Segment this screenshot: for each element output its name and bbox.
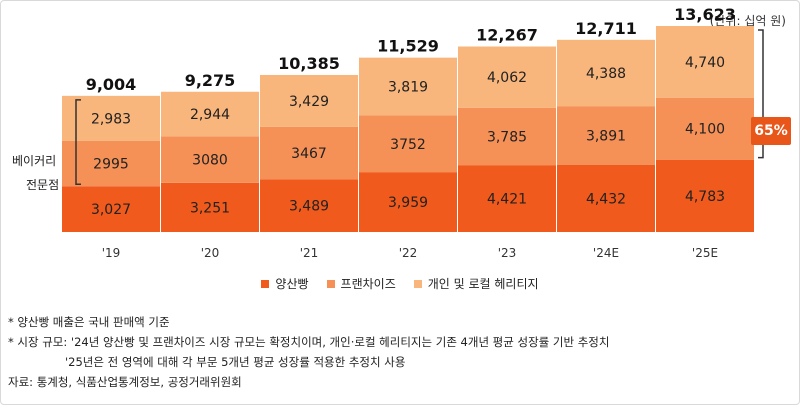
data-label-franchise: 4,100: [685, 122, 725, 138]
total-label: 9,004: [86, 75, 137, 94]
bar-franchise: [260, 126, 358, 180]
share-bracket: [758, 29, 764, 159]
bar-franchise: [557, 106, 655, 165]
data-label-franchise: 3,785: [487, 130, 527, 146]
data-label-franchise: 3080: [192, 153, 228, 169]
legend-swatch-indie: [413, 279, 422, 288]
x-tick-label: '19: [102, 246, 121, 260]
data-label-franchise: 2995: [93, 157, 129, 173]
data-label-franchise: 3467: [291, 146, 327, 162]
data-label-mass: 4,421: [487, 192, 527, 208]
bar-franchise: [161, 136, 259, 183]
data-label-mass: 3,959: [388, 195, 428, 211]
bar-indie: [359, 57, 457, 116]
x-tick-label: '21: [300, 246, 319, 260]
bar-franchise: [359, 115, 457, 173]
data-label-indie: 4,740: [685, 55, 725, 71]
bar-mass: [557, 164, 655, 232]
legend-swatch-franchise: [326, 279, 335, 288]
footnotes: * 양산빵 매출은 국내 판매액 기준 * 시장 규모: '24년 양산빵 및 …: [8, 312, 609, 392]
data-label-indie: 3,819: [388, 80, 428, 96]
total-label: 10,385: [278, 54, 340, 73]
bar-mass: [161, 182, 259, 232]
footnote-1: * 양산빵 매출은 국내 판매액 기준: [8, 315, 170, 329]
x-tick-label: '22: [399, 246, 418, 260]
bar-mass: [458, 165, 556, 232]
bar-mass: [62, 186, 160, 232]
x-tick-label: '24E: [593, 246, 619, 260]
data-label-indie: 3,429: [289, 94, 329, 110]
legend-swatch-mass: [261, 279, 270, 288]
bracket-label-line1: 베이커리: [12, 154, 57, 168]
legend-label-indie: 개인 및 로컬 헤리티지: [427, 277, 539, 291]
bar-franchise: [62, 140, 160, 187]
bar-mass: [260, 179, 358, 232]
legend-item-indie: 개인 및 로컬 헤리티지: [413, 275, 539, 292]
data-label-mass: 3,251: [190, 200, 230, 216]
footnote-3: '25년은 전 영역에 대해 각 부문 5개년 평균 성장률 적용한 추정치 사…: [65, 355, 406, 369]
data-label-franchise: 3,891: [586, 129, 626, 145]
data-label-mass: 3,027: [91, 202, 131, 218]
total-label: 12,267: [476, 26, 538, 45]
data-label-indie: 4,388: [586, 66, 626, 82]
total-label: 12,711: [575, 19, 637, 38]
total-label: 11,529: [377, 37, 439, 56]
source-note: 자료: 통계청, 식품산업통계정보, 공정거래위원회: [8, 375, 242, 389]
bar-indie: [458, 46, 556, 108]
bar-franchise: [458, 107, 556, 166]
bracket-label-line2: 전문점: [26, 178, 60, 192]
x-tick-label: '23: [498, 246, 517, 260]
x-tick-label: '20: [201, 246, 220, 260]
total-label: 9,275: [185, 71, 236, 90]
total-label: 13,623: [674, 5, 736, 24]
bar-mass: [359, 172, 457, 232]
unit-label: (단위: 십억 원): [709, 14, 786, 28]
share-badge: 65%: [751, 117, 791, 145]
bar-indie: [557, 39, 655, 107]
data-label-indie: 4,062: [487, 70, 527, 86]
data-label-indie: 2,983: [91, 111, 131, 127]
data-label-indie: 2,944: [190, 107, 230, 123]
legend-label-franchise: 프랜차이즈: [340, 277, 396, 291]
bakery-bracket: [75, 99, 81, 185]
bar-indie: [161, 91, 259, 137]
data-label-franchise: 3752: [390, 137, 426, 153]
bar-mass: [656, 159, 754, 232]
x-tick-label: '25E: [692, 246, 718, 260]
legend-label-mass: 양산빵: [275, 277, 309, 291]
data-label-mass: 3,489: [289, 199, 329, 215]
footnote-2: * 시장 규모: '24년 양산빵 및 프랜차이즈 시장 규모는 확정치이며, …: [8, 335, 610, 349]
data-label-mass: 4,432: [586, 191, 626, 207]
bar-indie: [260, 74, 358, 127]
legend: 양산빵 프랜차이즈 개인 및 로컬 헤리티지: [0, 275, 800, 292]
legend-item-franchise: 프랜차이즈: [326, 275, 396, 292]
bar-indie: [656, 26, 754, 98]
bar-franchise: [656, 97, 754, 160]
data-label-mass: 4,783: [685, 189, 725, 205]
bar-indie: [62, 95, 160, 141]
legend-item-mass: 양산빵: [261, 275, 309, 292]
stacked-bar-chart: 3,027 2995 2,983 9,004 '19 3,251 3080 2,944 9,27…: [62, 5, 764, 260]
